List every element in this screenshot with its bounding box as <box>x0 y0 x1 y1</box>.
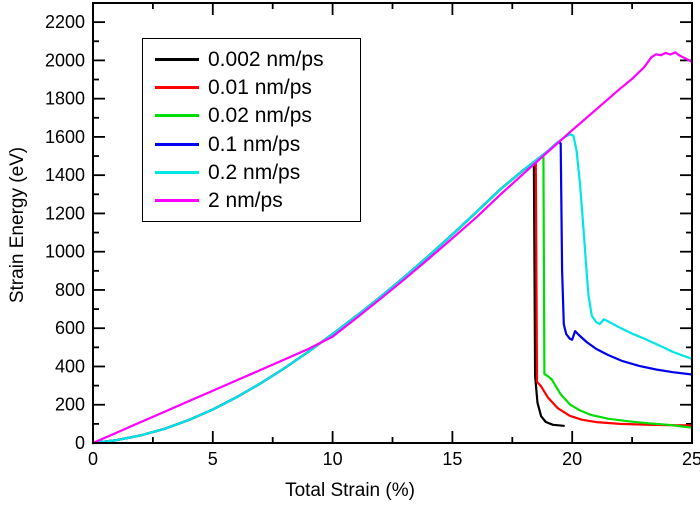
x-tick-label: 10 <box>323 449 343 469</box>
legend-item: 0.002 nm/ps <box>155 46 360 72</box>
legend-line-swatch-icon <box>155 199 199 203</box>
y-tick-label: 1800 <box>45 89 85 109</box>
legend-line-swatch-icon <box>155 85 199 89</box>
legend-label: 2 nm/ps <box>208 189 283 213</box>
legend-line-swatch-icon <box>155 170 199 174</box>
legend-box: 0.002 nm/ps 0.01 nm/ps 0.02 nm/ps 0.1 nm… <box>142 38 361 222</box>
legend-label: 0.002 nm/ps <box>208 47 324 71</box>
x-tick-label: 15 <box>442 449 462 469</box>
x-axis-title: Total Strain (%) <box>285 480 415 501</box>
y-tick-label: 2000 <box>45 50 85 70</box>
series-line-2-nm-ps <box>91 51 694 445</box>
y-tick-label: 0 <box>75 433 85 453</box>
x-tick-label: 20 <box>562 449 582 469</box>
x-tick-label: 25 <box>682 449 700 469</box>
x-tick-label: 0 <box>88 449 98 469</box>
y-tick-label: 600 <box>55 318 85 338</box>
y-axis-title: Strain Energy (eV) <box>7 146 28 304</box>
y-tick-label: 1200 <box>45 203 85 223</box>
x-tick-label: 5 <box>208 449 218 469</box>
legend-item: 2 nm/ps <box>155 188 360 214</box>
y-tick-label: 1000 <box>45 242 85 262</box>
legend-line-swatch-icon <box>155 142 199 146</box>
y-tick-label: 2200 <box>45 12 85 32</box>
y-tick-label: 1400 <box>45 165 85 185</box>
legend-line-swatch-icon <box>155 114 199 118</box>
legend-item: 0.01 nm/ps <box>155 74 360 100</box>
legend-item: 0.2 nm/ps <box>155 159 360 185</box>
legend-label: 0.1 nm/ps <box>208 132 301 156</box>
y-tick-label: 1600 <box>45 127 85 147</box>
y-tick-label: 800 <box>55 280 85 300</box>
plot-border <box>92 2 693 444</box>
legend-item: 0.02 nm/ps <box>155 103 360 129</box>
legend-label: 0.01 nm/ps <box>208 75 312 99</box>
legend-label: 0.02 nm/ps <box>208 104 312 128</box>
y-tick-label: 400 <box>55 356 85 376</box>
legend-item: 0.1 nm/ps <box>155 131 360 157</box>
legend-line-swatch-icon <box>155 57 199 61</box>
legend-label: 0.2 nm/ps <box>208 160 301 184</box>
y-tick-label: 200 <box>55 395 85 415</box>
